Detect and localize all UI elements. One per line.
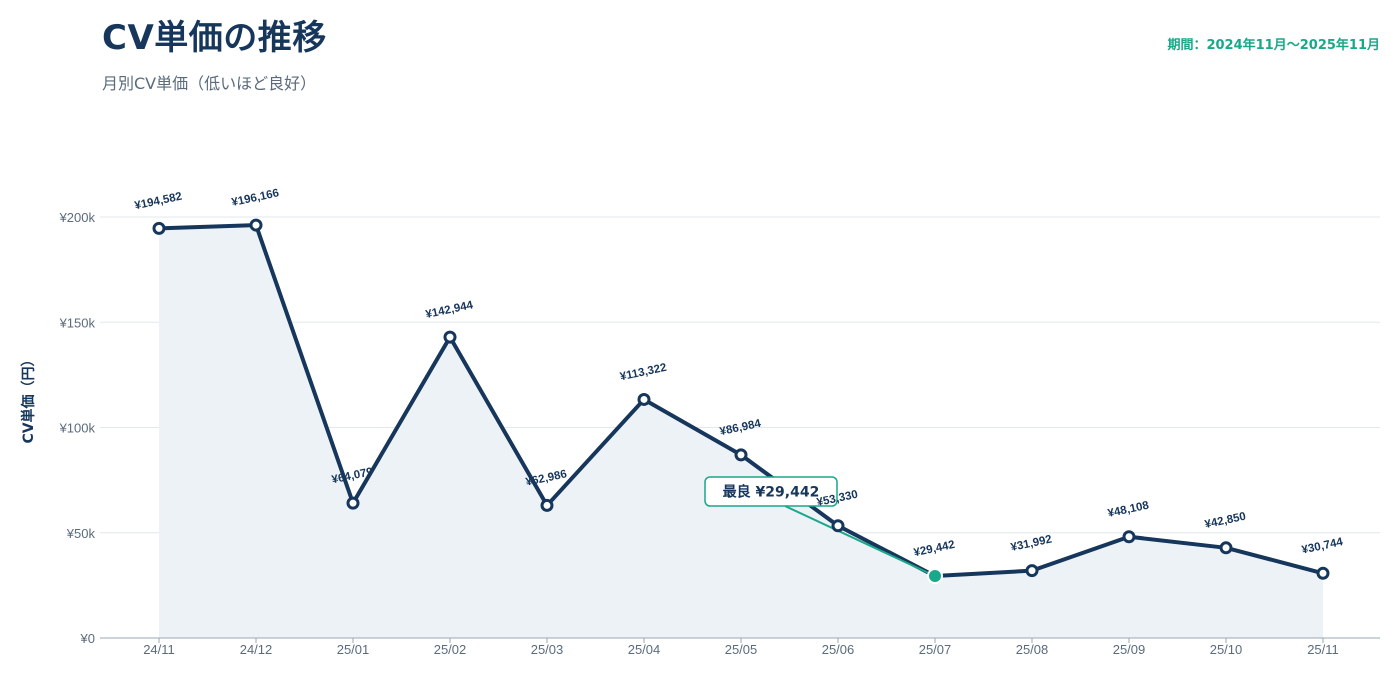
axes: ¥0 ¥50k ¥100k ¥150k ¥200k 24/11 24/12 25/01 25/0… [20, 210, 1380, 657]
data-label: ¥31,992 [1010, 534, 1053, 554]
data-label: ¥86,984 [719, 418, 763, 439]
data-label: ¥42,850 [1204, 511, 1247, 531]
x-tick-label: 25/08 [1016, 642, 1049, 657]
best-callout-label: 最良 ¥29,442 [723, 484, 820, 501]
best-leader-line [784, 505, 936, 577]
y-tick-label: ¥200k [59, 210, 96, 225]
best-data-point [927, 568, 943, 585]
chart-subtitle: 月別CV単価（低いほど良好） [102, 74, 317, 93]
data-label: ¥142,944 [425, 299, 475, 321]
data-label: ¥62,986 [525, 468, 568, 488]
x-tick-label: 25/06 [822, 642, 855, 657]
data-point [637, 392, 651, 406]
data-point [249, 218, 263, 232]
area-fill-path [159, 225, 1323, 639]
x-tick-label: 25/07 [919, 642, 952, 657]
data-point [1122, 530, 1136, 544]
data-point [443, 330, 457, 344]
area-fill [159, 225, 1323, 639]
data-label: ¥196,166 [231, 187, 280, 209]
data-point [831, 519, 845, 533]
data-label: ¥29,442 [913, 539, 956, 559]
y-tick-label: ¥100k [59, 421, 96, 436]
y-tick-label: ¥150k [59, 315, 96, 330]
chart-title: CV単価の推移 [102, 18, 327, 58]
x-tick-label: 25/02 [434, 642, 467, 657]
data-point [346, 496, 360, 510]
data-point [540, 498, 554, 512]
period-label: 期間：2024年11月〜2025年11月 [1167, 38, 1380, 53]
data-label: ¥113,322 [619, 362, 668, 384]
x-tick-label: 24/11 [143, 642, 175, 657]
data-point [152, 221, 166, 235]
x-tick-label: 24/12 [240, 642, 273, 657]
y-axis-label: CV単価（円） [20, 352, 37, 443]
best-callout-box [704, 476, 838, 507]
data-point [1025, 564, 1039, 578]
x-tick-label: 25/03 [531, 642, 564, 657]
x-tick-label: 25/04 [628, 642, 661, 657]
best-callout [784, 505, 936, 577]
data-label: ¥194,582 [134, 191, 183, 213]
x-tick-label: 25/11 [1307, 642, 1339, 657]
data-point [1219, 541, 1233, 555]
data-label: ¥48,108 [1107, 499, 1151, 520]
x-tick-label: 25/05 [725, 642, 758, 657]
data-label: ¥30,744 [1301, 536, 1345, 557]
data-point [1316, 566, 1330, 580]
y-tick-label: ¥50k [66, 526, 96, 541]
y-tick-label: ¥0 [80, 631, 95, 646]
data-points: 最良 ¥29,442 [152, 218, 1330, 585]
x-tick-label: 25/01 [337, 642, 370, 657]
data-point [734, 448, 748, 462]
x-tick-label: 25/10 [1210, 642, 1243, 657]
x-tick-label: 25/09 [1113, 642, 1146, 657]
